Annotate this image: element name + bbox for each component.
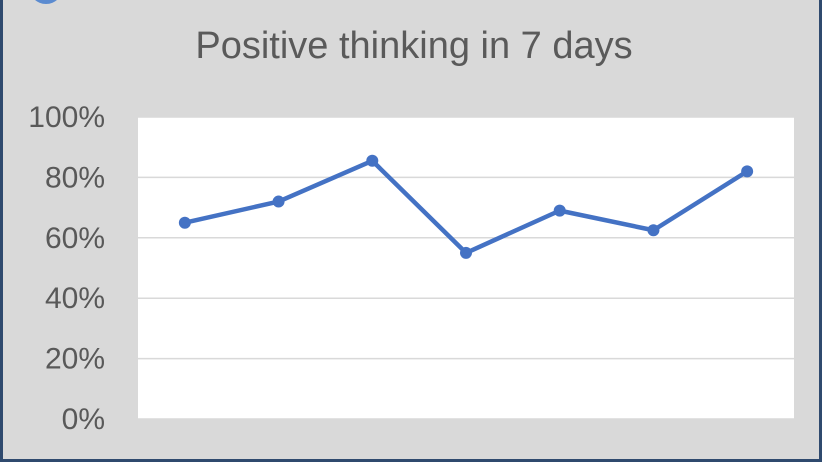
y-tick-label: 80% bbox=[45, 161, 105, 194]
data-point bbox=[178, 216, 191, 229]
data-point bbox=[366, 154, 379, 167]
data-point bbox=[272, 195, 285, 208]
data-point bbox=[647, 224, 660, 237]
y-axis-ticks: 100% 80% 60% 40% 20% 0% bbox=[28, 101, 105, 436]
y-tick-label: 60% bbox=[45, 222, 105, 255]
chart-handle-icon bbox=[29, 0, 63, 4]
y-tick-label: 40% bbox=[45, 282, 105, 315]
series-layer bbox=[178, 154, 754, 259]
data-point bbox=[741, 165, 754, 178]
data-point bbox=[553, 204, 566, 217]
data-point bbox=[460, 246, 472, 259]
chart-svg: 100% 80% 60% 40% 20% 0% bbox=[28, 101, 794, 436]
y-tick-label: 100% bbox=[28, 101, 105, 134]
plot-area bbox=[138, 117, 794, 419]
y-tick-label: 20% bbox=[45, 343, 105, 376]
chart-title: Positive thinking in 7 days bbox=[195, 25, 633, 67]
grid-lines bbox=[138, 116, 794, 420]
y-tick-label: 0% bbox=[62, 403, 105, 436]
